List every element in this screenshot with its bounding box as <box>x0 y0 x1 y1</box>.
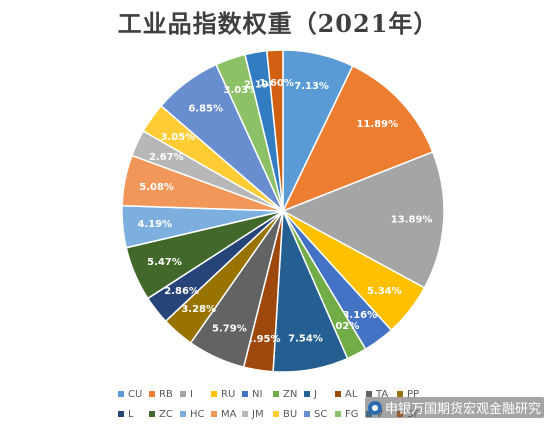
legend-swatch <box>118 391 124 397</box>
legend-label: I <box>190 388 193 400</box>
data-label-fg: 3.03% <box>224 85 259 96</box>
legend-swatch <box>304 391 310 397</box>
legend-label: HC <box>190 408 205 420</box>
legend-item-ni: NI <box>242 389 273 400</box>
data-label-zc: 5.47% <box>147 257 182 268</box>
legend-item-ru: RU <box>211 389 242 400</box>
legend-swatch <box>149 411 155 417</box>
legend-item-zc: ZC <box>149 409 180 420</box>
data-label-rb: 11.89% <box>356 119 398 130</box>
legend-item-l: L <box>118 409 149 420</box>
legend-item-hc: HC <box>180 409 211 420</box>
legend-swatch <box>211 411 217 417</box>
legend-label: BU <box>283 408 298 420</box>
chart-title: 工业品指数权重（2021年） <box>117 9 439 38</box>
legend-item-j: J <box>304 389 335 400</box>
legend-item-ta: TA <box>366 389 397 400</box>
legend-swatch <box>397 391 403 397</box>
data-label-zn: 2.02% <box>325 321 360 332</box>
data-label-hc: 4.19% <box>137 219 172 230</box>
watermark-text: 申银万国期货宏观金融研究 <box>384 402 541 417</box>
watermark: 申银万国期货宏观金融研究 <box>364 397 544 418</box>
legend-item-pp: PP <box>397 389 428 400</box>
wechat-logo-icon <box>367 400 382 415</box>
legend-item-zn: ZN <box>273 389 304 400</box>
legend-item-jm: JM <box>242 409 273 420</box>
legend-item-fg: FG <box>335 409 366 420</box>
legend-label: FG <box>345 408 359 420</box>
data-label-bu: 3.05% <box>161 132 196 143</box>
legend-label: CU <box>128 388 143 400</box>
data-label-j: 7.54% <box>288 333 323 344</box>
data-label-ma: 5.08% <box>139 182 174 193</box>
legend-item-sc: SC <box>304 409 335 420</box>
data-label-l: 2.86% <box>164 286 199 297</box>
legend-row: CU RB I RU NI ZN J AL TA PP <box>118 384 538 404</box>
data-label-ni: 3.16% <box>342 310 377 321</box>
legend-item-i: I <box>180 389 211 400</box>
legend-label: ZN <box>283 388 298 400</box>
legend-label: RB <box>159 388 173 400</box>
data-label-jm: 2.67% <box>149 152 184 163</box>
data-label-sf: 1.60% <box>259 78 294 89</box>
legend-label: MA <box>221 408 237 420</box>
pie-slice-rb <box>281 64 434 213</box>
data-label-sc: 6.85% <box>188 104 223 115</box>
legend-swatch <box>335 411 341 417</box>
pie-slice-i <box>281 150 445 289</box>
legend-swatch <box>304 411 310 417</box>
pie-slice-sf <box>266 49 284 212</box>
legend-label: AL <box>345 388 358 400</box>
legend-label: TA <box>376 388 389 400</box>
legend-label: L <box>128 408 134 420</box>
legend-label: ZC <box>159 408 173 420</box>
legend-item-cu: CU <box>118 389 149 400</box>
legend-item-al: AL <box>335 389 366 400</box>
legend-swatch <box>273 391 279 397</box>
data-label-al: 2.95% <box>246 334 281 345</box>
data-label-i: 13.89% <box>391 214 433 225</box>
legend-item-bu: BU <box>273 409 304 420</box>
legend-swatch <box>118 411 124 417</box>
data-label-ta: 5.79% <box>212 324 247 335</box>
data-label-v: 2.19% <box>244 80 279 91</box>
legend-swatch <box>242 411 248 417</box>
legend-label: J <box>314 388 317 400</box>
legend-swatch <box>211 391 217 397</box>
legend-label: RU <box>221 388 236 400</box>
legend-label: SC <box>314 408 328 420</box>
legend-swatch <box>242 391 248 397</box>
legend-swatch <box>180 411 186 417</box>
legend-label: NI <box>252 388 263 400</box>
legend-label: JM <box>252 408 264 420</box>
legend-item-rb: RB <box>149 389 180 400</box>
legend-label: PP <box>407 388 420 400</box>
legend-swatch <box>366 391 372 397</box>
legend-swatch <box>335 391 341 397</box>
legend-swatch <box>180 391 186 397</box>
legend-swatch <box>273 411 279 417</box>
legend-item-ma: MA <box>211 409 242 420</box>
data-label-cu: 7.13% <box>294 81 329 92</box>
data-label-ru: 5.34% <box>367 286 402 297</box>
data-label-pp: 3.28% <box>181 304 216 315</box>
legend-swatch <box>149 391 155 397</box>
